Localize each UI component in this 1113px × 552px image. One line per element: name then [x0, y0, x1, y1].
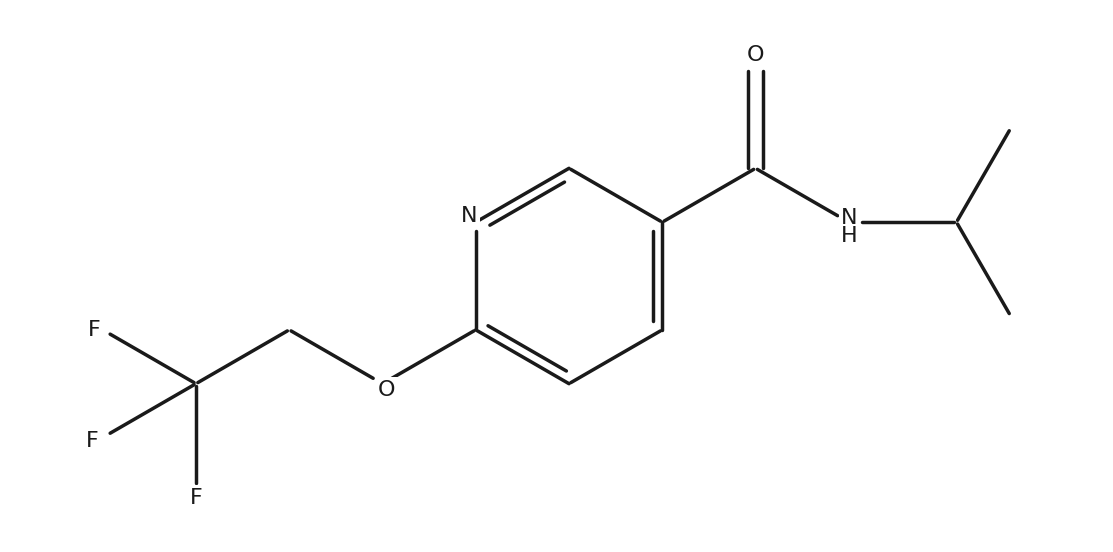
- Text: H: H: [840, 226, 857, 246]
- Text: F: F: [86, 431, 98, 451]
- Text: O: O: [747, 45, 765, 65]
- Text: O: O: [378, 380, 395, 400]
- Text: N: N: [840, 208, 857, 228]
- Text: N: N: [461, 206, 477, 226]
- Text: F: F: [88, 320, 100, 340]
- Text: F: F: [189, 488, 203, 508]
